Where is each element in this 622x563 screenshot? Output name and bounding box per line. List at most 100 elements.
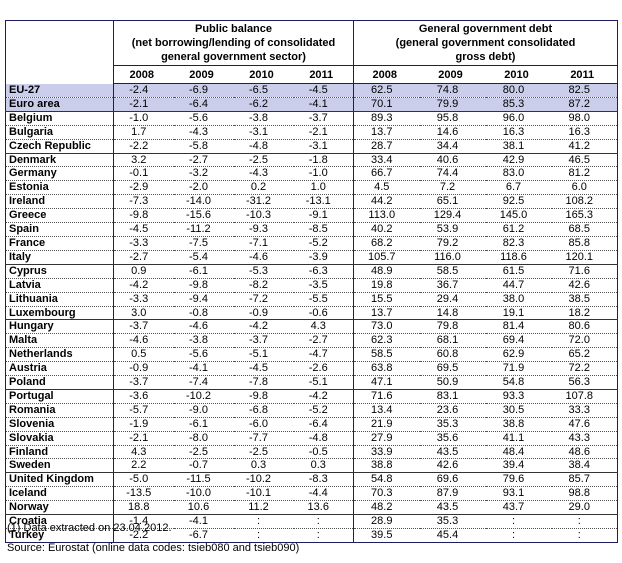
public-balance-value: -6.3 — [293, 264, 354, 279]
public-balance-value: : — [233, 514, 294, 529]
public-balance-value: -4.6 — [233, 250, 294, 265]
public-balance-value: -3.3 — [113, 236, 174, 251]
public-balance-value: 11.2 — [233, 500, 294, 516]
country-name: Norway — [5, 500, 114, 516]
public-balance-value: 1.7 — [113, 125, 174, 140]
public-balance-value: -4.1 — [173, 514, 234, 529]
debt-value: 47.6 — [551, 417, 618, 432]
year-header: 2010 — [485, 65, 552, 84]
public-balance-value: : — [293, 528, 354, 543]
year-header: 2011 — [293, 65, 354, 84]
debt-value: 41.1 — [485, 431, 552, 446]
table-row: Netherlands 0.5 -5.6 -5.1 -4.7 58.5 60.8… — [5, 347, 618, 363]
public-balance-value: -3.7 — [113, 319, 174, 335]
debt-value: 46.5 — [551, 153, 618, 168]
debt-value: 70.3 — [353, 486, 420, 502]
debt-value: 74.8 — [419, 83, 486, 98]
debt-value: 116.0 — [419, 250, 486, 265]
country-name: France — [5, 236, 114, 251]
debt-value: 6.0 — [551, 180, 618, 196]
debt-value: 69.5 — [419, 361, 486, 377]
debt-value: 108.2 — [551, 194, 618, 210]
public-balance-value: -4.7 — [293, 347, 354, 363]
header-line: gross debt) — [455, 51, 516, 63]
public-balance-value: 3.2 — [113, 153, 174, 168]
public-balance-value: -4.2 — [233, 319, 294, 335]
debt-value: 58.5 — [353, 347, 420, 363]
debt-value: 105.7 — [353, 250, 420, 265]
year-header-row: 2008 2009 2010 2011 2008 2009 2010 2011 — [6, 65, 618, 84]
public-balance-value: -1.0 — [293, 166, 354, 182]
table-row: Luxembourg 3.0 -0.8 -0.9 -0.6 13.7 14.8 … — [5, 306, 618, 321]
debt-value: 65.1 — [419, 194, 486, 210]
debt-value: 71.6 — [353, 389, 420, 404]
debt-value: 23.6 — [419, 403, 486, 418]
table-row: Euro area -2.1 -6.4 -6.2 -4.1 70.1 79.9 … — [5, 97, 618, 112]
debt-value: 48.9 — [353, 264, 420, 279]
debt-value: 13.4 — [353, 403, 420, 418]
table-row: Portugal -3.6 -10.2 -9.8 -4.2 71.6 83.1 … — [5, 389, 618, 404]
debt-value: 4.5 — [353, 180, 420, 196]
public-balance-value: -0.7 — [173, 458, 234, 474]
public-balance-value: 0.3 — [233, 458, 294, 474]
public-balance-value: -3.7 — [293, 111, 354, 126]
debt-value: 98.0 — [551, 111, 618, 126]
public-balance-value: -6.2 — [233, 97, 294, 112]
debt-value: : — [511, 529, 516, 541]
debt-value: 80.6 — [551, 319, 618, 335]
debt-value: 40.6 — [419, 153, 486, 168]
debt-value: 96.0 — [485, 111, 552, 126]
public-balance-value: -3.7 — [113, 375, 174, 390]
debt-value: 29.0 — [551, 500, 618, 516]
public-balance-value: -0.1 — [113, 166, 174, 182]
public-balance-value: -2.7 — [113, 250, 174, 265]
debt-value: 83.0 — [485, 166, 552, 182]
debt-value: 42.6 — [551, 278, 618, 293]
public-balance-value: : — [293, 514, 354, 529]
debt-value: 83.1 — [419, 389, 486, 404]
table-row: Lithuania -3.3 -9.4 -7.2 -5.5 15.5 29.4 … — [5, 292, 618, 307]
public-balance-value: 0.5 — [113, 347, 174, 363]
public-balance-value: -8.2 — [233, 278, 294, 293]
year-header: 2008 — [353, 65, 420, 84]
public-balance-value: -9.8 — [173, 278, 234, 293]
public-balance-value: -9.3 — [233, 222, 294, 237]
header-line: general government sector) — [161, 51, 306, 63]
public-balance-value: -3.8 — [173, 333, 234, 349]
debt-value: 87.9 — [419, 486, 486, 502]
public-balance-value: -6.7 — [189, 529, 208, 541]
data-extraction-note: (1) Data extracted on 23.04.2012. — [7, 522, 172, 534]
public-balance-value: -4.5 — [233, 361, 294, 377]
public-balance-value: -10.0 — [173, 486, 234, 502]
public-balance-value: -1.9 — [113, 417, 174, 432]
public-balance-value: -9.0 — [173, 403, 234, 418]
public-balance-value: -2.1 — [113, 431, 174, 446]
public-balance-value: -4.8 — [293, 431, 354, 446]
debt-value: 35.6 — [419, 431, 486, 446]
public-balance-value: -7.5 — [173, 236, 234, 251]
public-balance-value: -2.2 — [129, 529, 149, 541]
debt-value: 69.4 — [485, 333, 552, 349]
debt-value: 71.6 — [551, 264, 618, 279]
debt-value: 79.6 — [485, 472, 552, 488]
debt-value: 60.8 — [419, 347, 486, 363]
public-balance-value: -7.3 — [113, 194, 174, 210]
public-balance-value: -5.2 — [293, 403, 354, 418]
public-balance-value: -0.6 — [293, 306, 354, 321]
country-name: Finland — [5, 445, 114, 460]
public-balance-value: -2.5 — [173, 445, 234, 460]
table-row: Germany -0.1 -3.2 -4.3 -1.0 66.7 74.4 83… — [5, 166, 618, 182]
country-name: Spain — [5, 222, 114, 237]
debt-value: 62.9 — [485, 347, 552, 363]
debt-value: 43.3 — [551, 431, 618, 446]
public-balance-value: -4.4 — [293, 486, 354, 502]
public-balance-value: 1.0 — [293, 180, 354, 196]
debt-value: 21.9 — [353, 417, 420, 432]
country-name: Bulgaria — [5, 125, 114, 140]
debt-value: 45.4 — [436, 529, 459, 541]
public-balance-value: -8.3 — [293, 472, 354, 488]
public-balance-value: -4.8 — [233, 139, 294, 154]
public-balance-value: -2.0 — [173, 180, 234, 196]
table-row: United Kingdom -5.0 -11.5 -10.2 -8.3 54.… — [5, 472, 618, 488]
debt-value: 33.3 — [551, 403, 618, 418]
